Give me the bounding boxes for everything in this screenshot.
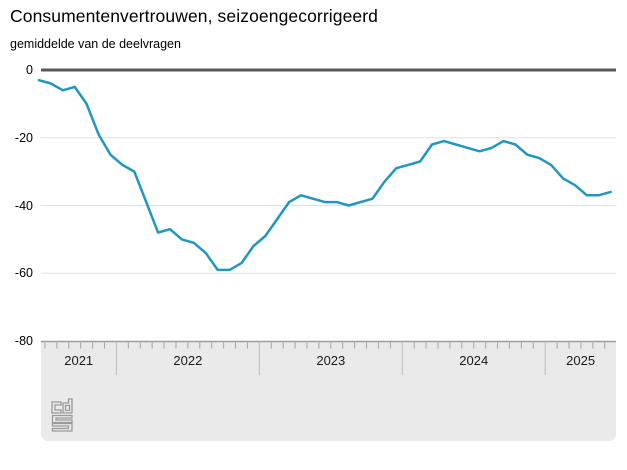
chart-title: Consumentenvertrouwen, seizoengecorrigee… xyxy=(10,6,379,26)
x-axis-year-label: 2023 xyxy=(316,353,346,368)
y-axis-label: -60 xyxy=(14,266,33,281)
y-axis-label: 0 xyxy=(26,63,33,77)
y-axis-label: -20 xyxy=(14,130,33,145)
data-line[interactable] xyxy=(37,78,612,272)
gridlines xyxy=(41,137,616,274)
cbs-logo-b xyxy=(62,398,73,414)
cbs-logo-s-top xyxy=(51,414,73,424)
month-ticks xyxy=(44,342,606,375)
y-axis-label: -80 xyxy=(14,334,33,348)
cbs-logo-b-inner xyxy=(64,404,71,412)
chart-subtitle: gemiddelde van de deelvragen xyxy=(10,37,181,51)
cbs-logo-s-bottom xyxy=(51,422,73,432)
cbs-logo-c xyxy=(51,401,62,414)
x-axis-panel xyxy=(41,340,616,441)
x-axis-year-label: 2022 xyxy=(173,353,203,368)
x-axis-year-label: 2021 xyxy=(64,353,94,368)
y-axis-label: -40 xyxy=(14,198,33,213)
x-axis-year-label: 2025 xyxy=(566,353,596,368)
cbs-logo xyxy=(51,398,73,432)
x-axis-year-label: 2024 xyxy=(459,353,489,368)
